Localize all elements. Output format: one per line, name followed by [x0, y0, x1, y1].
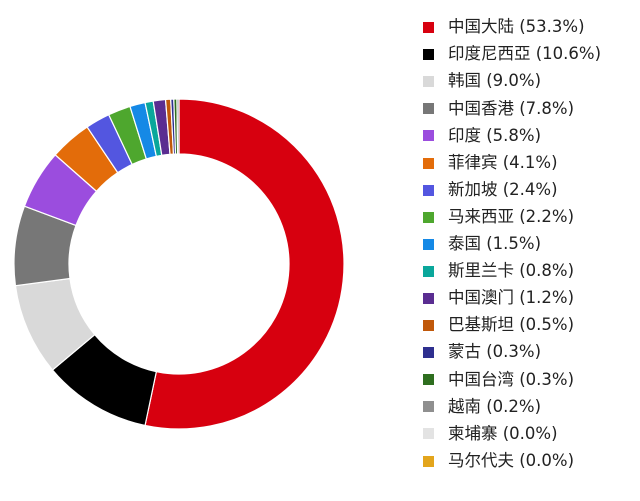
legend-swatch — [423, 211, 434, 223]
legend-swatch — [423, 455, 434, 467]
legend-swatch — [423, 76, 434, 88]
legend-label: 斯里兰卡 (0.8%) — [448, 261, 575, 281]
legend-item: 中国台湾 (0.3%) — [421, 366, 636, 393]
legend-label: 马尔代夫 (0.0%) — [448, 450, 575, 470]
legend-label: 中国台湾 (0.3%) — [448, 369, 575, 389]
legend-item: 马尔代夫 (0.0%) — [421, 448, 636, 475]
legend-label: 中国香港 (7.8%) — [448, 98, 575, 118]
legend-swatch — [423, 265, 434, 277]
legend-swatch — [423, 374, 434, 386]
legend-swatch — [423, 347, 434, 359]
legend-item: 新加坡 (2.4%) — [421, 177, 636, 204]
legend-label: 中国澳门 (1.2%) — [448, 288, 575, 308]
legend-label: 蒙古 (0.3%) — [448, 342, 542, 362]
legend-item: 菲律宾 (4.1%) — [421, 149, 636, 176]
legend-item: 印度 (5.8%) — [421, 122, 636, 149]
legend-label: 马来西亚 (2.2%) — [448, 206, 575, 226]
legend-item: 斯里兰卡 (0.8%) — [421, 258, 636, 285]
legend-swatch — [423, 49, 434, 61]
legend-swatch — [423, 184, 434, 196]
legend-swatch — [423, 130, 434, 142]
legend-item: 蒙古 (0.3%) — [421, 339, 636, 366]
legend-item: 越南 (0.2%) — [421, 393, 636, 420]
legend-swatch — [423, 428, 434, 440]
legend-label: 巴基斯坦 (0.5%) — [448, 315, 575, 335]
legend-swatch — [423, 103, 434, 115]
legend-swatch — [423, 320, 434, 332]
legend-label: 印度尼西亞 (10.6%) — [448, 44, 602, 64]
legend-label: 印度 (5.8%) — [448, 125, 542, 145]
legend-item: 韩国 (9.0%) — [421, 68, 636, 95]
legend-swatch — [423, 157, 434, 169]
legend-swatch — [423, 22, 434, 34]
legend-item: 中国澳门 (1.2%) — [421, 285, 636, 312]
legend-label: 中国大陆 (53.3%) — [448, 17, 585, 37]
donut-chart-svg — [13, 98, 345, 430]
chart-legend: 中国大陆 (53.3%) 印度尼西亞 (10.6%) 韩国 (9.0%) 中国香港 (… — [421, 14, 636, 475]
donut-slice-15 — [176, 98, 180, 155]
legend-item: 巴基斯坦 (0.5%) — [421, 312, 636, 339]
legend-item: 泰国 (1.5%) — [421, 231, 636, 258]
legend-label: 新加坡 (2.4%) — [448, 179, 558, 199]
legend-label: 菲律宾 (4.1%) — [448, 152, 558, 172]
legend-swatch — [423, 292, 434, 304]
donut-slice-1 — [144, 98, 345, 430]
legend-item: 中国香港 (7.8%) — [421, 95, 636, 122]
legend-item: 柬埔寨 (0.0%) — [421, 420, 636, 447]
legend-item: 印度尼西亞 (10.6%) — [421, 41, 636, 68]
legend-item: 马来西亚 (2.2%) — [421, 204, 636, 231]
legend-label: 柬埔寨 (0.0%) — [448, 423, 558, 443]
legend-swatch — [423, 401, 434, 413]
legend-label: 韩国 (9.0%) — [448, 71, 542, 91]
legend-item: 中国大陆 (53.3%) — [421, 14, 636, 41]
legend-swatch — [423, 238, 434, 250]
legend-label: 泰国 (1.5%) — [448, 234, 542, 254]
legend-label: 越南 (0.2%) — [448, 396, 542, 416]
